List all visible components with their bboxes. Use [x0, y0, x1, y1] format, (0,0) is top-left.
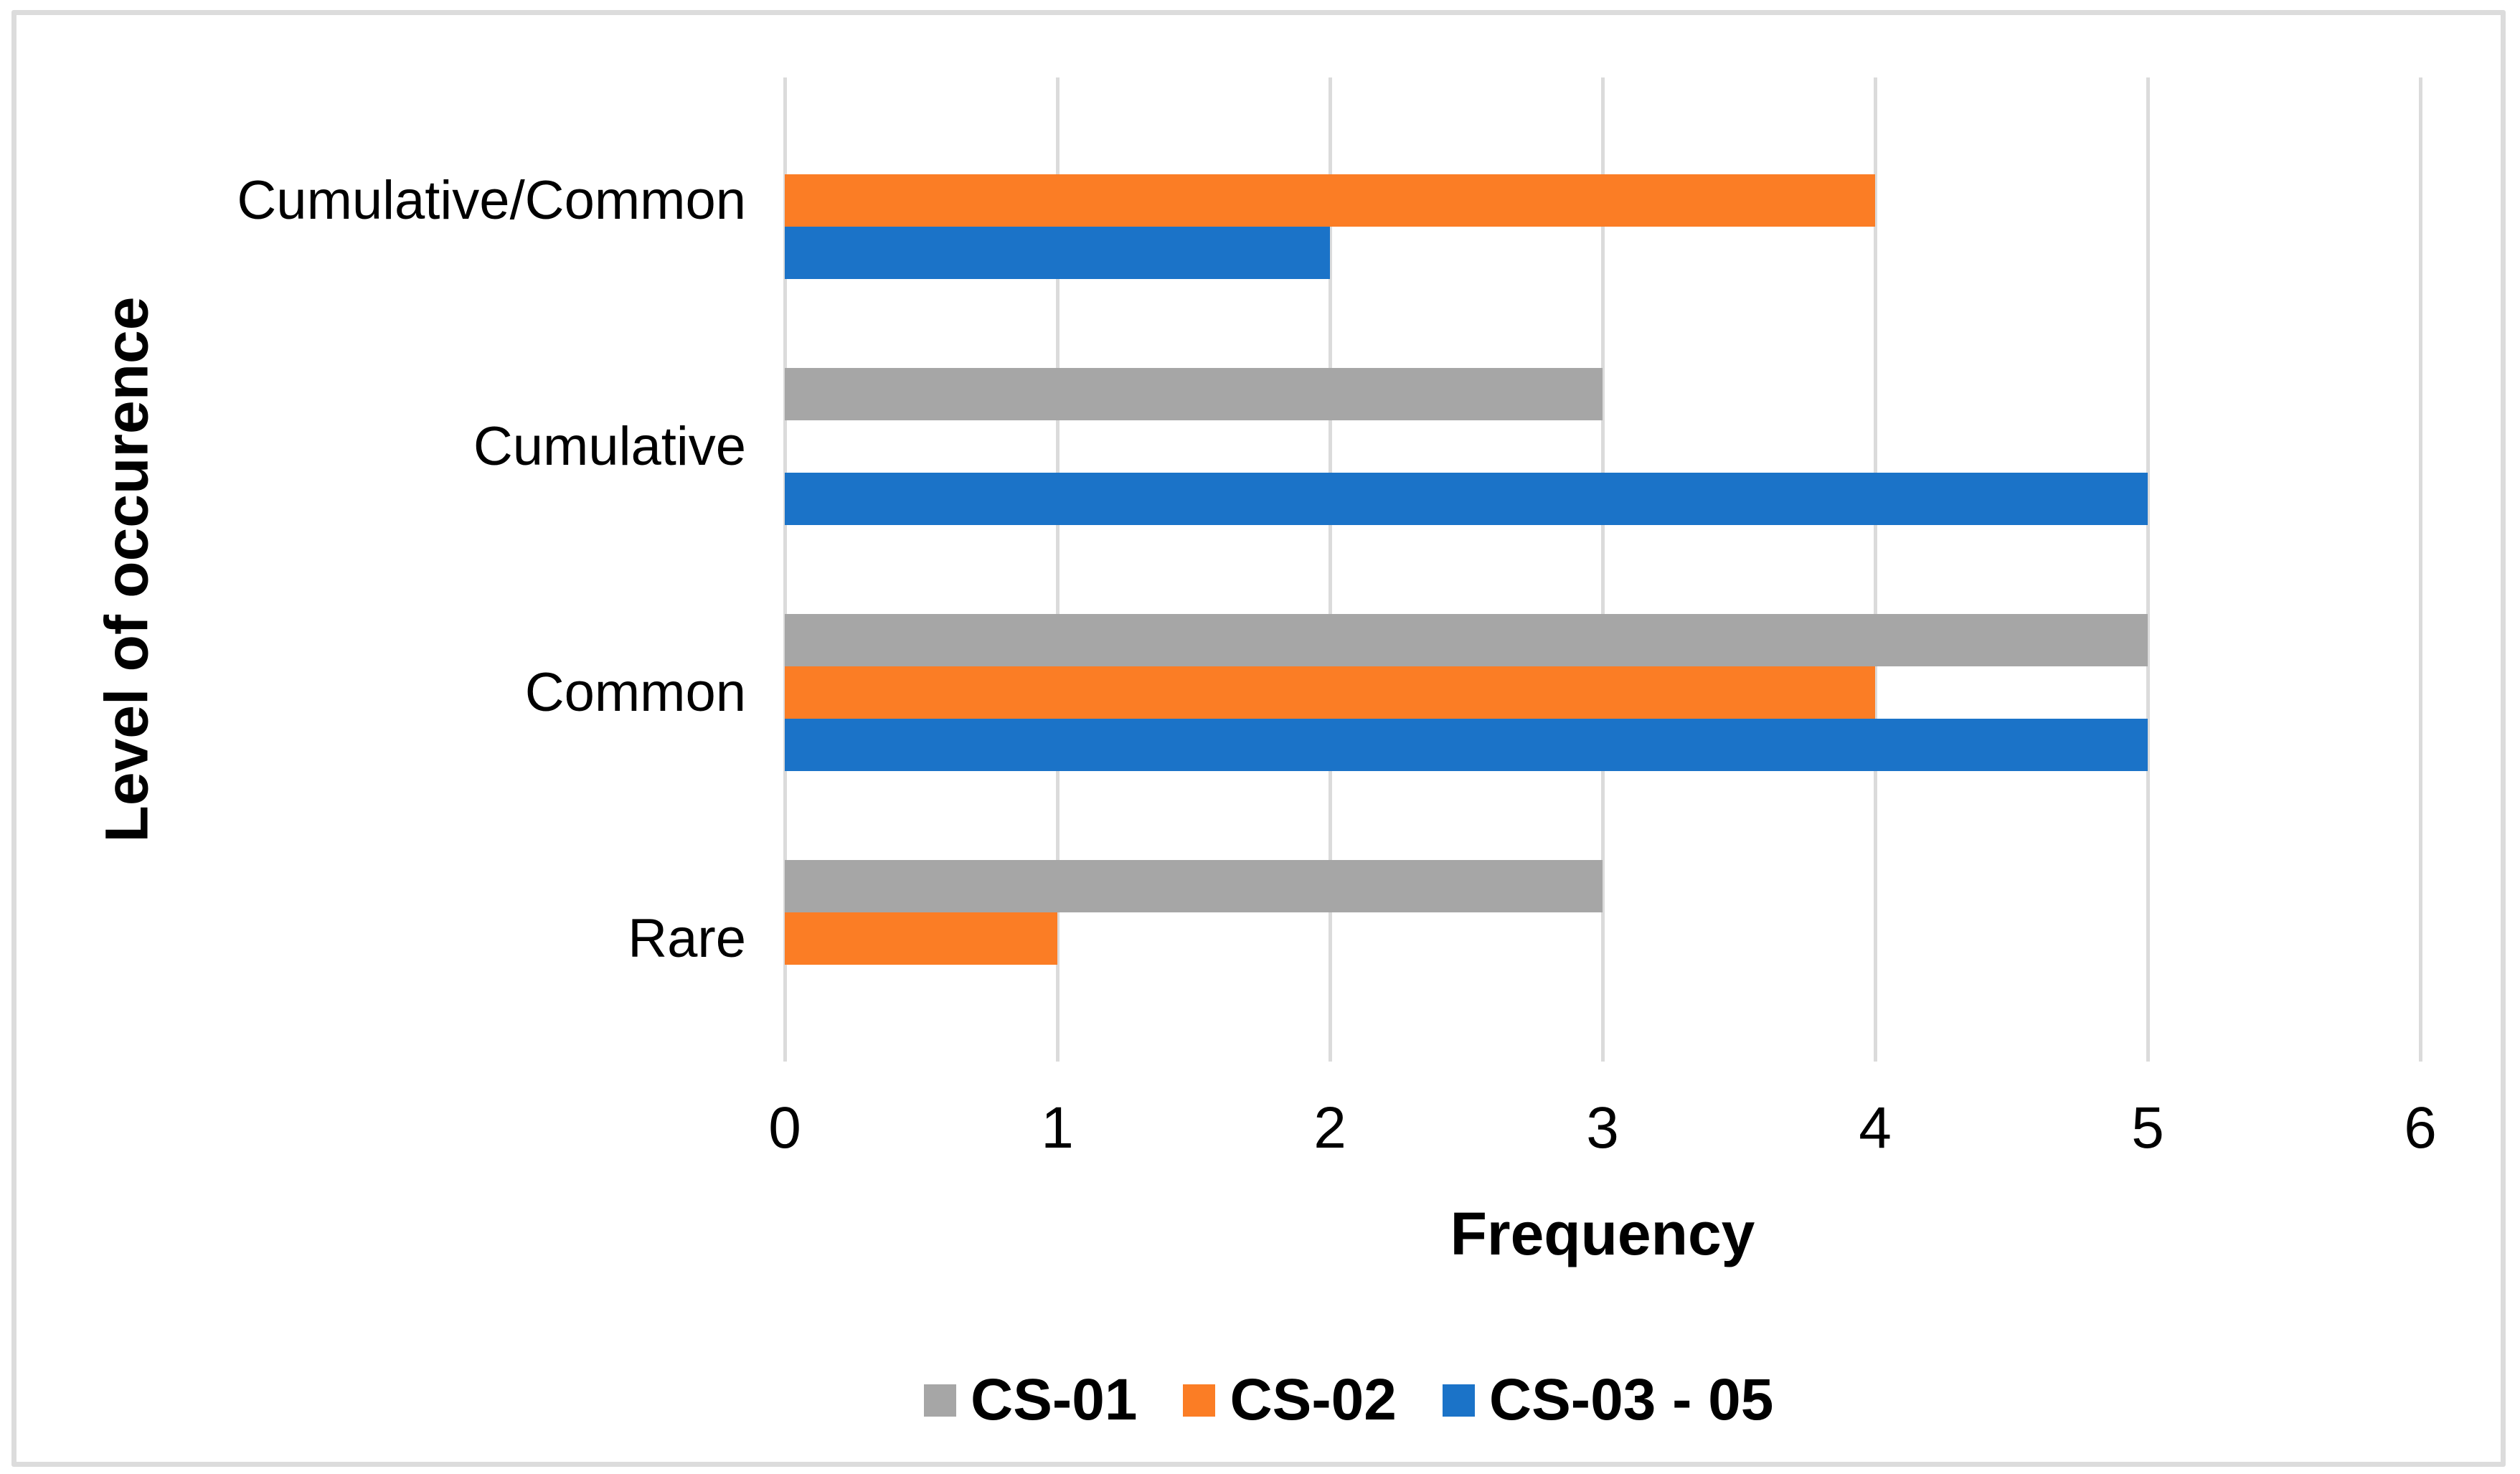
bar-CS-02-Cumulative/Common	[785, 174, 1875, 227]
bar-CS-03 - 05-Cumulative/Common	[785, 227, 1330, 279]
gridline-x-6	[2419, 77, 2422, 1062]
chart-frame-border	[11, 10, 2506, 1467]
gridline-x-5	[2146, 77, 2150, 1062]
legend-swatch-icon	[1442, 1384, 1475, 1417]
legend-item-CS-01: CS-01	[924, 1371, 1137, 1430]
x-axis-title: Frequency	[1450, 1200, 1755, 1267]
category-label: Cumulative	[473, 415, 746, 477]
category-label: Cumulative/Common	[237, 169, 746, 231]
category-label: Common	[524, 661, 746, 723]
legend-label: CS-03 - 05	[1488, 1367, 1774, 1432]
legend-label: CS-01	[971, 1367, 1138, 1432]
x-tick-label: 0	[768, 1095, 801, 1161]
legend: CS-01 CS-02 CS-03 - 05	[924, 1367, 1774, 1432]
bar-CS-01-Rare	[785, 860, 1603, 912]
x-tick-label: 2	[1313, 1095, 1346, 1161]
x-tick-label: 1	[1041, 1095, 1074, 1161]
category-label: Rare	[628, 907, 746, 969]
bar-CS-03 - 05-Cumulative	[785, 473, 2148, 525]
bar-CS-01-Cumulative	[785, 368, 1603, 420]
legend-label: CS-02	[1230, 1367, 1397, 1432]
legend-item-CS-03 - 05: CS-03 - 05	[1442, 1367, 1774, 1432]
bar-CS-02-Common	[785, 666, 1875, 719]
gridline-x-2	[1329, 77, 1332, 1062]
gridline-x-0	[783, 77, 787, 1062]
x-tick-label: 4	[1859, 1095, 1892, 1161]
bar-CS-02-Rare	[785, 912, 1057, 965]
x-tick-label: 6	[2404, 1095, 2437, 1161]
legend-item-CS-02: CS-02	[1183, 1367, 1397, 1432]
gridline-x-3	[1601, 77, 1605, 1062]
x-tick-label: 5	[2131, 1095, 2164, 1161]
gridline-x-1	[1056, 77, 1060, 1062]
legend-swatch-icon	[924, 1384, 956, 1417]
y-axis-title: Level of occurence	[93, 296, 161, 843]
legend-swatch-icon	[1183, 1384, 1216, 1417]
gridline-x-4	[1874, 77, 1877, 1062]
x-tick-label: 3	[1586, 1095, 1619, 1161]
bar-CS-03 - 05-Common	[785, 719, 2148, 771]
bar-CS-01-Common	[785, 614, 2148, 666]
